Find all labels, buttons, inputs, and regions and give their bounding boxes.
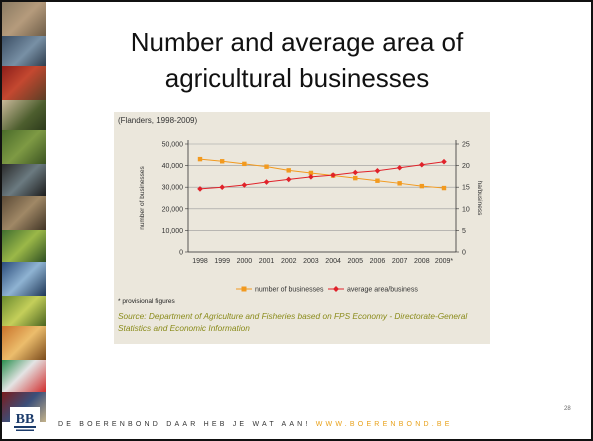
- footer-url[interactable]: WWW.BOERENBOND.BE: [315, 421, 453, 428]
- x-tick-label: 1998: [192, 258, 208, 265]
- title-line-2: agricultural businesses: [164, 63, 430, 93]
- data-point-businesses: [197, 156, 203, 162]
- data-point-businesses: [242, 161, 247, 167]
- photo-vegetables: [2, 230, 46, 262]
- provisional-note: * provisional figures: [118, 298, 175, 305]
- x-tick-label: 2005: [347, 258, 363, 265]
- photo-greenhouse: [2, 164, 46, 196]
- x-tick-label: 2004: [325, 258, 341, 265]
- photo-farmer: [2, 36, 46, 66]
- photo-pigs: [2, 2, 46, 36]
- y-right-tick-label: 20: [462, 163, 470, 170]
- x-tick-label: 2006: [370, 258, 386, 265]
- legend-marker-area: [333, 286, 339, 292]
- legend-label: number of businesses: [255, 287, 324, 294]
- data-point-businesses: [264, 164, 269, 169]
- data-point-businesses: [419, 183, 425, 189]
- y-left-tick-label: 20,000: [162, 206, 184, 213]
- series-line-2: [199, 161, 445, 190]
- y-right-tick-label: 0: [462, 250, 466, 257]
- photo-people: [2, 100, 46, 130]
- photo-crop: [2, 296, 46, 326]
- footer: DE BOERENBOND DAAR HEB JE WAT AAN! WWW.B…: [58, 421, 453, 428]
- title-line-1: Number and average area of: [130, 27, 464, 57]
- chart-figure: (Flanders, 1998-2009) 0 10,000 20,000 30,00…: [114, 112, 490, 344]
- data-point-area: [263, 179, 270, 185]
- y-right-tick-label: 25: [462, 142, 470, 149]
- photo-landscape: [2, 326, 46, 360]
- x-tick-label: 2003: [303, 258, 319, 265]
- data-point-businesses: [397, 181, 402, 186]
- logo-text: BB: [16, 412, 35, 427]
- y-left-tick-label: 50,000: [162, 142, 184, 149]
- data-point-area: [419, 161, 425, 168]
- y-left-tick-label: 10,000: [162, 228, 184, 235]
- photo-card: [2, 360, 46, 392]
- x-tick-label: 2001: [259, 258, 275, 265]
- figure-subtitle: (Flanders, 1998-2009): [118, 116, 198, 125]
- x-tick-label: 1999: [214, 258, 230, 265]
- data-point-area: [374, 167, 381, 174]
- photo-cows: [2, 196, 46, 230]
- line-chart: 0 10,000 20,000 30,000 40,000 50,000 0 5 10 15 20 2…: [139, 140, 483, 294]
- photo-tractor: [2, 66, 46, 100]
- y-left-axis-title: number of businesses: [139, 165, 146, 229]
- data-point-area: [241, 182, 248, 188]
- photo-field: [2, 130, 46, 164]
- data-point-businesses: [441, 185, 447, 191]
- y-right-axis-title: ha/business: [476, 181, 483, 216]
- data-point-businesses: [308, 170, 314, 176]
- source-text: Source: Department of Agriculture and Fi…: [118, 311, 468, 333]
- y-right-tick-label: 10: [462, 206, 470, 213]
- y-left-tick-label: 40,000: [162, 163, 184, 170]
- data-point-businesses: [353, 175, 358, 181]
- x-tick-label: 2002: [281, 258, 297, 265]
- y-left-tick-label: 0: [179, 250, 183, 257]
- data-point-area: [308, 174, 314, 180]
- y-left-tick-label: 30,000: [162, 185, 184, 192]
- x-tick-label: 2009*: [435, 258, 454, 265]
- y-right-tick-label: 5: [462, 228, 466, 235]
- y-right-tick-label: 15: [462, 185, 470, 192]
- slide-title: Number and average area of agricultural …: [102, 24, 492, 96]
- photo-worker: [2, 262, 46, 296]
- x-tick-label: 2000: [237, 258, 253, 265]
- photo-strip: [2, 2, 46, 422]
- data-point-area: [285, 176, 292, 183]
- legend-label: average area/business: [347, 287, 418, 294]
- data-point-businesses: [375, 178, 380, 183]
- data-point-area: [441, 158, 447, 165]
- data-point-area: [197, 186, 203, 192]
- series-line-1: [199, 158, 445, 189]
- page-number: 28: [564, 406, 571, 412]
- data-point-area: [219, 184, 225, 190]
- x-tick-label: 2007: [392, 258, 408, 265]
- data-point-businesses: [219, 159, 225, 164]
- boerenbond-logo-icon: BB: [10, 407, 40, 433]
- footer-slogan: DE BOERENBOND DAAR HEB JE WAT AAN!: [58, 421, 311, 428]
- legend-marker-businesses: [241, 286, 247, 292]
- x-tick-label: 2008: [414, 258, 430, 265]
- data-point-area: [330, 172, 336, 178]
- data-point-area: [352, 169, 359, 176]
- data-point-businesses: [286, 168, 291, 173]
